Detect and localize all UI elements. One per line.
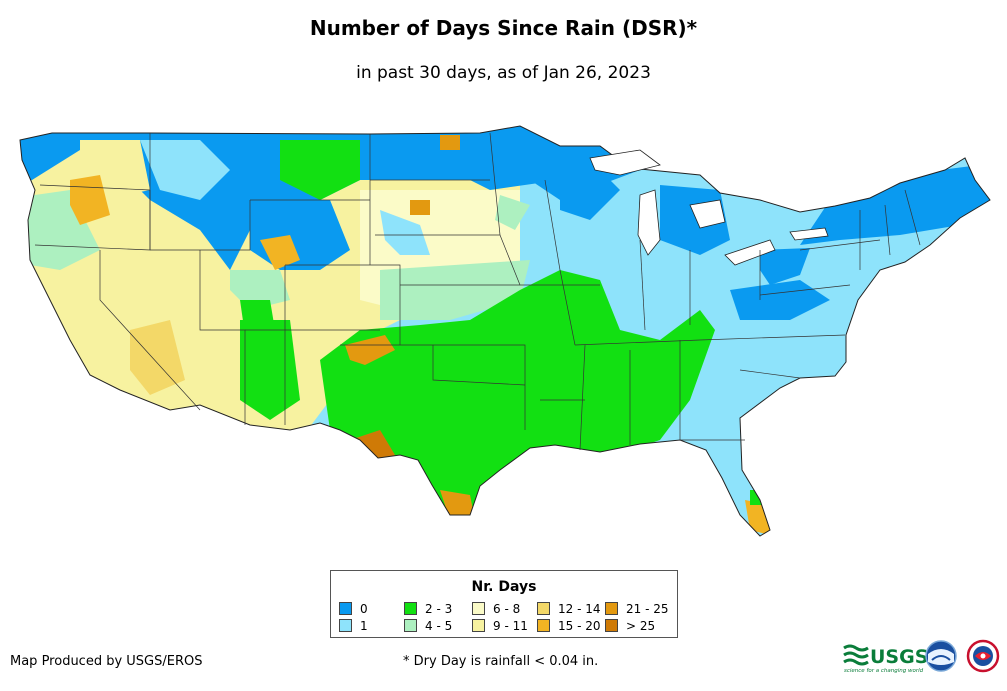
legend-item-7: 15 - 20 — [537, 619, 601, 633]
usgs-tagline: science for a changing world — [844, 668, 924, 674]
us-dsr-map — [19, 125, 991, 537]
map-subtitle: in past 30 days, as of Jan 26, 2023 — [356, 63, 651, 83]
legend-swatch — [339, 602, 352, 615]
legend-swatch — [537, 619, 550, 632]
legend-swatch — [404, 619, 417, 632]
legend-swatch — [339, 619, 352, 632]
legend-item-4: 6 - 8 — [472, 602, 520, 616]
legend-label: 2 - 3 — [425, 602, 453, 616]
legend-label: 6 - 8 — [493, 602, 521, 616]
legend-label: 4 - 5 — [425, 619, 453, 633]
legend-label: 15 - 20 — [558, 619, 601, 633]
legend-item-5: 9 - 11 — [472, 619, 528, 633]
usgs-logo: USGS science for a changing world — [843, 644, 928, 674]
dry-day-footnote: * Dry Day is rainfall < 0.04 in. — [403, 654, 599, 669]
legend-label: 21 - 25 — [626, 602, 669, 616]
legend: Nr. Days 0 1 2 - 3 4 - 5 6 - 8 9 - 11 12… — [330, 570, 678, 638]
legend-swatch — [404, 602, 417, 615]
legend-item-8: 21 - 25 — [605, 602, 669, 616]
legend-item-0: 0 — [339, 602, 368, 616]
legend-item-3: 4 - 5 — [404, 619, 452, 633]
legend-label: 12 - 14 — [558, 602, 601, 616]
legend-swatch — [605, 602, 618, 615]
agency-logos: USGS science for a changing world — [843, 639, 1000, 674]
legend-swatch — [472, 602, 485, 615]
legend-swatch — [537, 602, 550, 615]
legend-item-1: 1 — [339, 619, 368, 633]
map-credit: Map Produced by USGS/EROS — [10, 654, 203, 669]
noaa-logo — [925, 640, 957, 672]
map-title: Number of Days Since Rain (DSR)* — [309, 16, 698, 40]
legend-item-6: 12 - 14 — [537, 602, 601, 616]
legend-swatch — [472, 619, 485, 632]
usgs-logo-text: USGS — [870, 646, 928, 668]
legend-label: 9 - 11 — [493, 619, 528, 633]
nws-logo — [966, 639, 1000, 673]
legend-title: Nr. Days — [471, 579, 537, 595]
legend-label: 1 — [360, 619, 368, 633]
legend-item-2: 2 - 3 — [404, 602, 452, 616]
legend-label: > 25 — [626, 619, 656, 633]
legend-label: 0 — [360, 602, 368, 616]
legend-swatch — [605, 619, 618, 632]
legend-item-9: > 25 — [605, 619, 655, 633]
